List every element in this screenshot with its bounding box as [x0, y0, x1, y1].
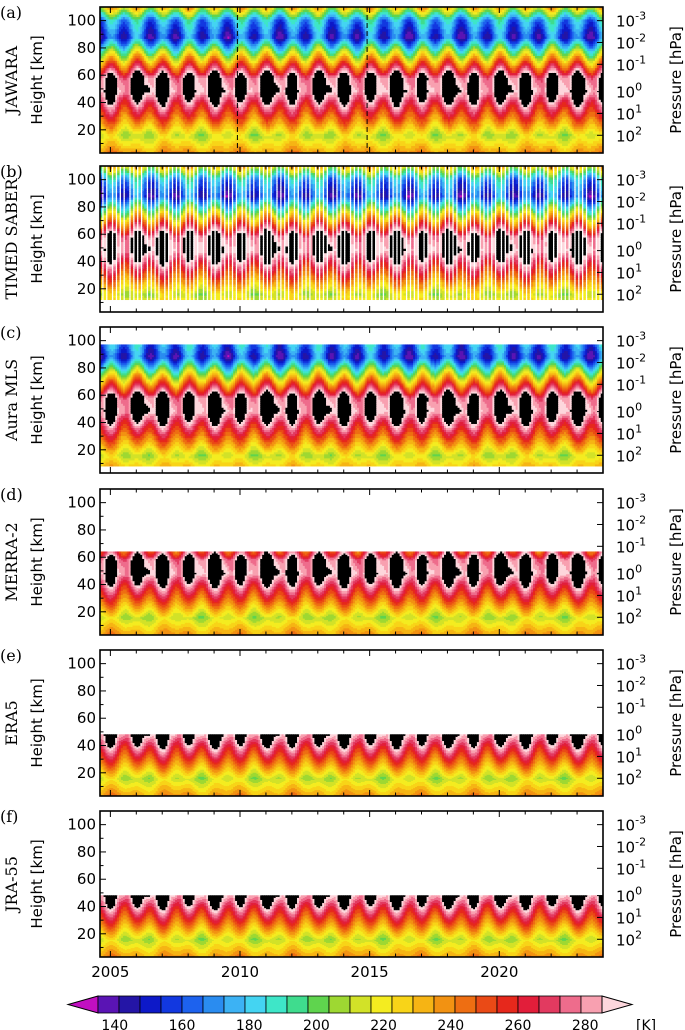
heatmap-cells [100, 7, 604, 154]
